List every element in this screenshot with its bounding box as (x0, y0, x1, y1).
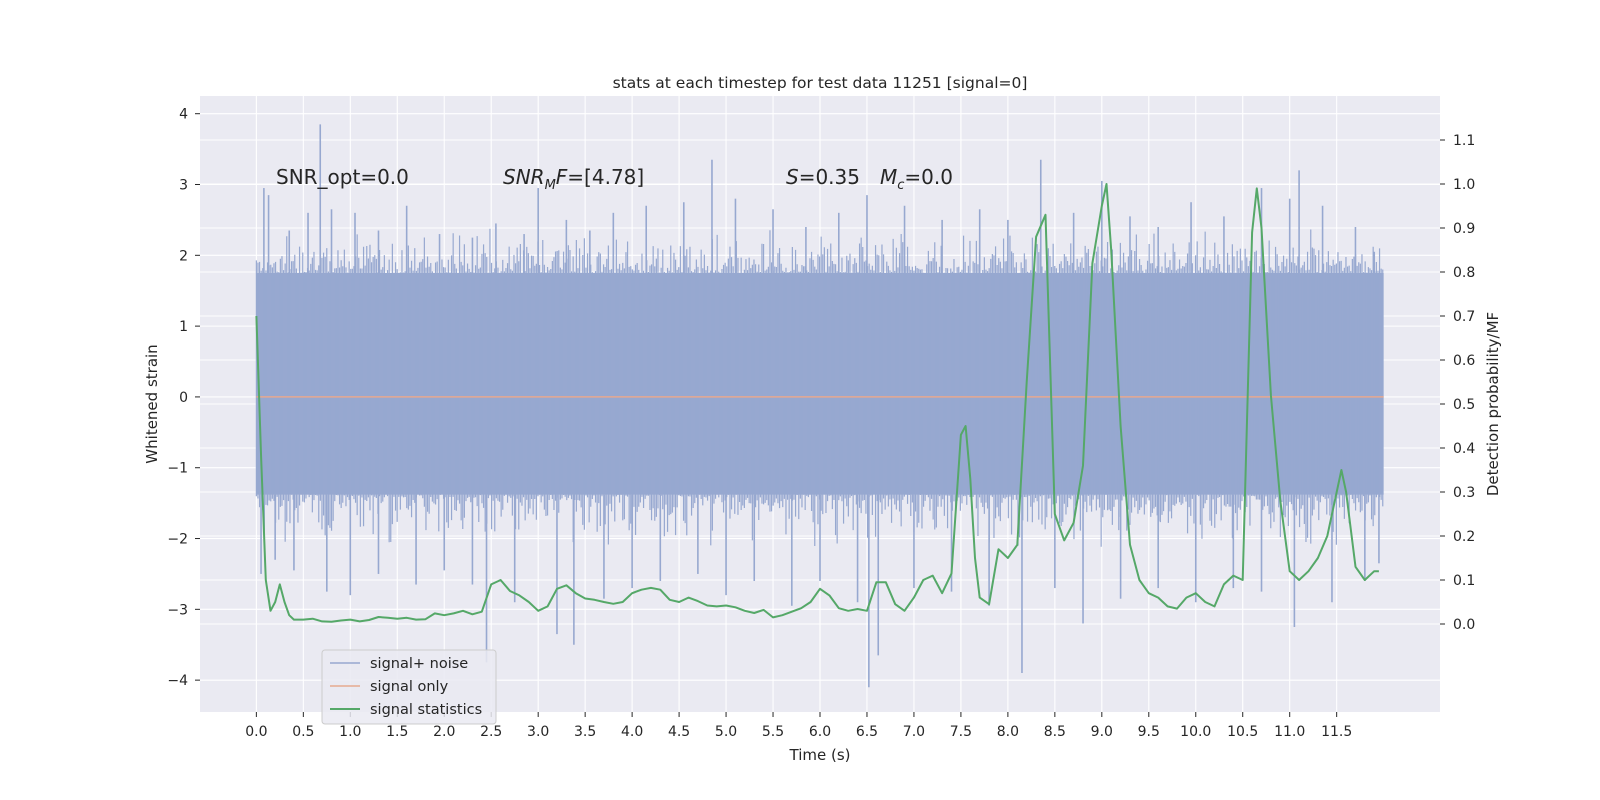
signal-statistics-line (255, 183, 1379, 623)
y-tick-label: −3 (167, 602, 188, 618)
x-tick-label: 11.5 (1321, 724, 1352, 740)
y-right-tick-label: 0.0 (1453, 617, 1475, 633)
y-tick-label: 4 (179, 107, 188, 123)
x-tick-label: 5.0 (715, 724, 737, 740)
s-value: =0.35 (799, 165, 860, 189)
x-tick-label: 2.5 (480, 724, 502, 740)
y-right-tick-label: 0.5 (1453, 397, 1475, 413)
y-tick-label: 1 (179, 319, 188, 335)
y-tick-label: −4 (167, 673, 188, 689)
x-tick-label: 2.0 (433, 724, 455, 740)
x-axis-label: Time (s) (789, 746, 851, 764)
x-tick-label: 9.0 (1091, 724, 1113, 740)
x-tick-label: 10.5 (1227, 724, 1258, 740)
snr-mf-f: F (556, 165, 568, 189)
x-tick-label: 8.5 (1044, 724, 1066, 740)
x-tick-label: 3.0 (527, 724, 549, 740)
y-right-tick-label: 0.8 (1453, 265, 1475, 281)
y-right-tick-label: 0.2 (1453, 529, 1475, 545)
x-tick-label: 0.0 (245, 724, 267, 740)
signal-noise-series (255, 124, 1384, 688)
signal-statistics-series (255, 183, 1379, 623)
y-right-tick-label: 0.6 (1453, 353, 1475, 369)
annotation-snr-opt: SNR_opt=0.0 (276, 165, 409, 189)
y-right-tick-label: 1.0 (1453, 177, 1475, 193)
x-tick-label: 10.0 (1180, 724, 1211, 740)
x-tick-label: 4.5 (668, 724, 690, 740)
x-tick-label: 8.0 (997, 724, 1019, 740)
y-right-tick-label: 0.3 (1453, 485, 1475, 501)
s-symbol: S (786, 165, 799, 189)
y-right-tick-label: 0.9 (1453, 221, 1475, 237)
mc-subscript: c (897, 178, 904, 193)
y-tick-label: 2 (179, 248, 188, 264)
x-tick-label: 4.0 (621, 724, 643, 740)
x-axis-ticks: 0.0 0.5 1.0 1.5 2.0 2.5 3.0 3.5 4.0 4.5 5.0 5.5 6.0 6… (245, 712, 1352, 740)
snr-mf-value: =[4.78] (567, 165, 644, 189)
x-tick-label: 7.0 (903, 724, 925, 740)
y-tick-label: 0 (179, 390, 188, 406)
legend-label-signal-only: signal only (370, 679, 449, 695)
y-axis-right-label: Detection probability/MF (1484, 312, 1502, 496)
annotation-s: S=0.35 (786, 165, 860, 189)
y-axis-right-ticks: 1.1 1.0 0.9 0.8 0.7 0.6 0.5 0.4 0.3 0.2 0.1 0.0 (1440, 133, 1475, 633)
x-tick-label: 7.5 (950, 724, 972, 740)
mc-value: =0.0 (904, 165, 953, 189)
y-tick-label: −2 (167, 532, 188, 548)
x-tick-label: 9.5 (1138, 724, 1160, 740)
x-tick-label: 11.0 (1274, 724, 1305, 740)
y-tick-label: 3 (179, 178, 188, 194)
y-right-tick-label: 1.1 (1453, 133, 1475, 149)
y-tick-label: −1 (167, 461, 188, 477)
snr-mf-subscript: M (545, 178, 556, 193)
x-tick-label: 1.0 (339, 724, 361, 740)
legend-label-signal-noise: signal+ noise (370, 656, 468, 672)
y-axis-label: Whitened strain (143, 344, 161, 463)
legend: signal+ noise signal only signal statist… (321, 649, 497, 725)
legend-frame (321, 649, 497, 725)
y-axis-ticks: 4 3 2 1 0 −1 −2 −3 −4 (167, 107, 200, 689)
x-tick-label: 6.0 (809, 724, 831, 740)
x-tick-label: 5.5 (762, 724, 784, 740)
x-tick-label: 3.5 (574, 724, 596, 740)
x-tick-label: 0.5 (292, 724, 314, 740)
snr-mf-symbol: SNR (503, 165, 545, 189)
y-right-tick-label: 0.4 (1453, 441, 1475, 457)
y-right-tick-label: 0.7 (1453, 309, 1475, 325)
x-tick-label: 6.5 (856, 724, 878, 740)
mc-symbol: M (880, 165, 897, 189)
legend-label-signal-statistics: signal statistics (370, 702, 482, 718)
annotation-snr-mf: SNRMF=[4.78] (503, 165, 644, 193)
y-right-tick-label: 0.1 (1453, 573, 1475, 589)
annotation-mc: Mc=0.0 (880, 165, 953, 193)
x-tick-label: 1.5 (386, 724, 408, 740)
chart-title: stats at each timestep for test data 112… (613, 74, 1028, 92)
